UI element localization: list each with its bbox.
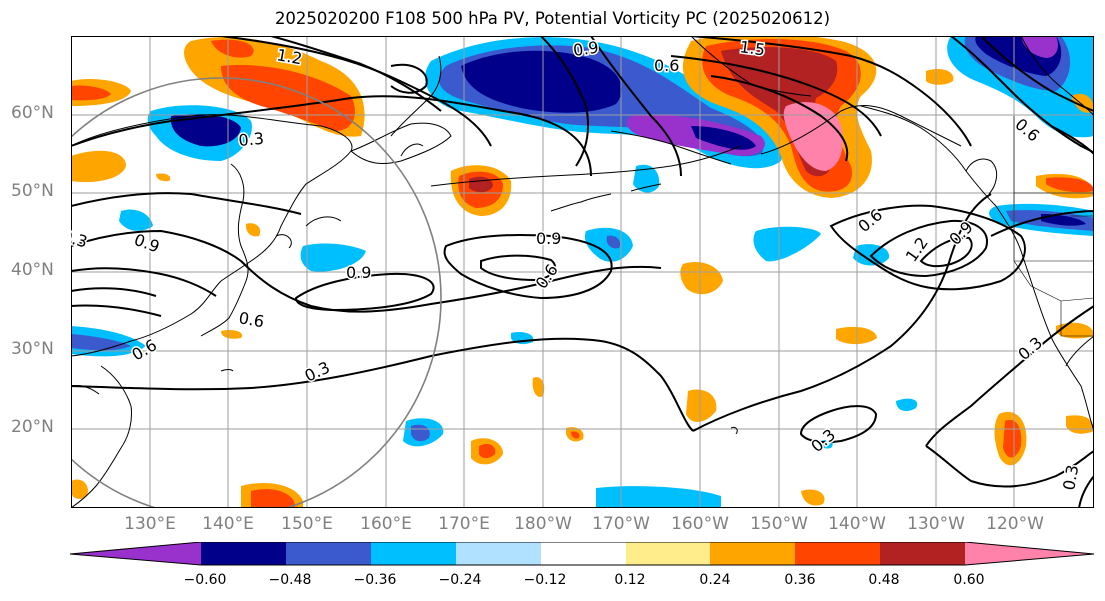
colorbar-segment bbox=[710, 542, 795, 565]
colorbar-tick-label: −0.36 bbox=[353, 572, 397, 588]
colorbar-segment bbox=[541, 542, 626, 565]
colorbar-segment bbox=[201, 542, 286, 565]
lon-label: 150°W bbox=[750, 514, 808, 534]
coastlines bbox=[71, 36, 1094, 508]
colorbar-segment bbox=[70, 542, 201, 565]
colorbar-tick-label: 0.60 bbox=[953, 572, 985, 588]
chart-title: 2025020200 F108 500 hPa PV, Potential Vo… bbox=[274, 9, 831, 28]
lon-label: 180°W bbox=[514, 514, 572, 534]
colorbar-tick-label: −0.60 bbox=[183, 572, 227, 588]
pv-contours bbox=[71, 36, 1094, 508]
lon-label: 160°E bbox=[360, 514, 412, 534]
lon-label: 160°W bbox=[671, 514, 729, 534]
contour-label: 0.6 bbox=[654, 56, 679, 75]
lon-label: 150°E bbox=[281, 514, 333, 534]
map-frame bbox=[71, 36, 1094, 508]
contour-label: 1.5 bbox=[738, 37, 766, 59]
borders bbox=[1013, 116, 1094, 337]
colorbar-tick-label: 0.48 bbox=[868, 572, 900, 588]
lon-label: 170°E bbox=[438, 514, 490, 534]
colorbar-segment bbox=[286, 542, 371, 565]
colorbar-tick-label: 0.24 bbox=[699, 572, 731, 588]
colorbar-tick-label: −0.12 bbox=[523, 572, 567, 588]
lon-label: 140°E bbox=[202, 514, 254, 534]
colorbar-segment bbox=[880, 542, 965, 565]
contour-label: 0.3 bbox=[1059, 463, 1082, 491]
colorbar-segment bbox=[795, 542, 880, 565]
lat-label: 40°N bbox=[11, 260, 54, 280]
colorbar-tick-label: −0.48 bbox=[268, 572, 312, 588]
colorbar-segment bbox=[456, 542, 541, 565]
map-plot: 1.2 1.50.90.60.30.30.90.60.90.60.30.60.91… bbox=[71, 36, 1094, 508]
colorbar-tick-label: 0.12 bbox=[614, 572, 646, 588]
lat-label: 60°N bbox=[11, 103, 54, 123]
colorbar-segment bbox=[965, 542, 1094, 565]
lat-label: 20°N bbox=[11, 417, 54, 437]
lat-label: 30°N bbox=[11, 339, 54, 359]
colorbar-segment bbox=[626, 542, 710, 565]
lon-label: 120°W bbox=[986, 514, 1044, 534]
contour-label: 0.9 bbox=[572, 38, 600, 60]
colorbar bbox=[70, 542, 1095, 566]
lon-label: 170°W bbox=[592, 514, 650, 534]
contour-label: 0.9 bbox=[536, 229, 561, 248]
contour-label: 0.3 bbox=[238, 129, 265, 150]
colorbar-segment bbox=[371, 542, 456, 565]
contour-label: 0.3 bbox=[71, 227, 89, 252]
lon-label: 130°W bbox=[907, 514, 965, 534]
contour-label: 0.9 bbox=[346, 263, 371, 282]
lat-label: 50°N bbox=[11, 181, 54, 201]
region-circle bbox=[71, 77, 442, 508]
colorbar-tick-label: 0.36 bbox=[784, 572, 816, 588]
colorbar-tick-label: −0.24 bbox=[438, 572, 482, 588]
lon-label: 140°W bbox=[828, 514, 886, 534]
pv-shading bbox=[71, 36, 1094, 508]
lon-label: 130°E bbox=[124, 514, 176, 534]
